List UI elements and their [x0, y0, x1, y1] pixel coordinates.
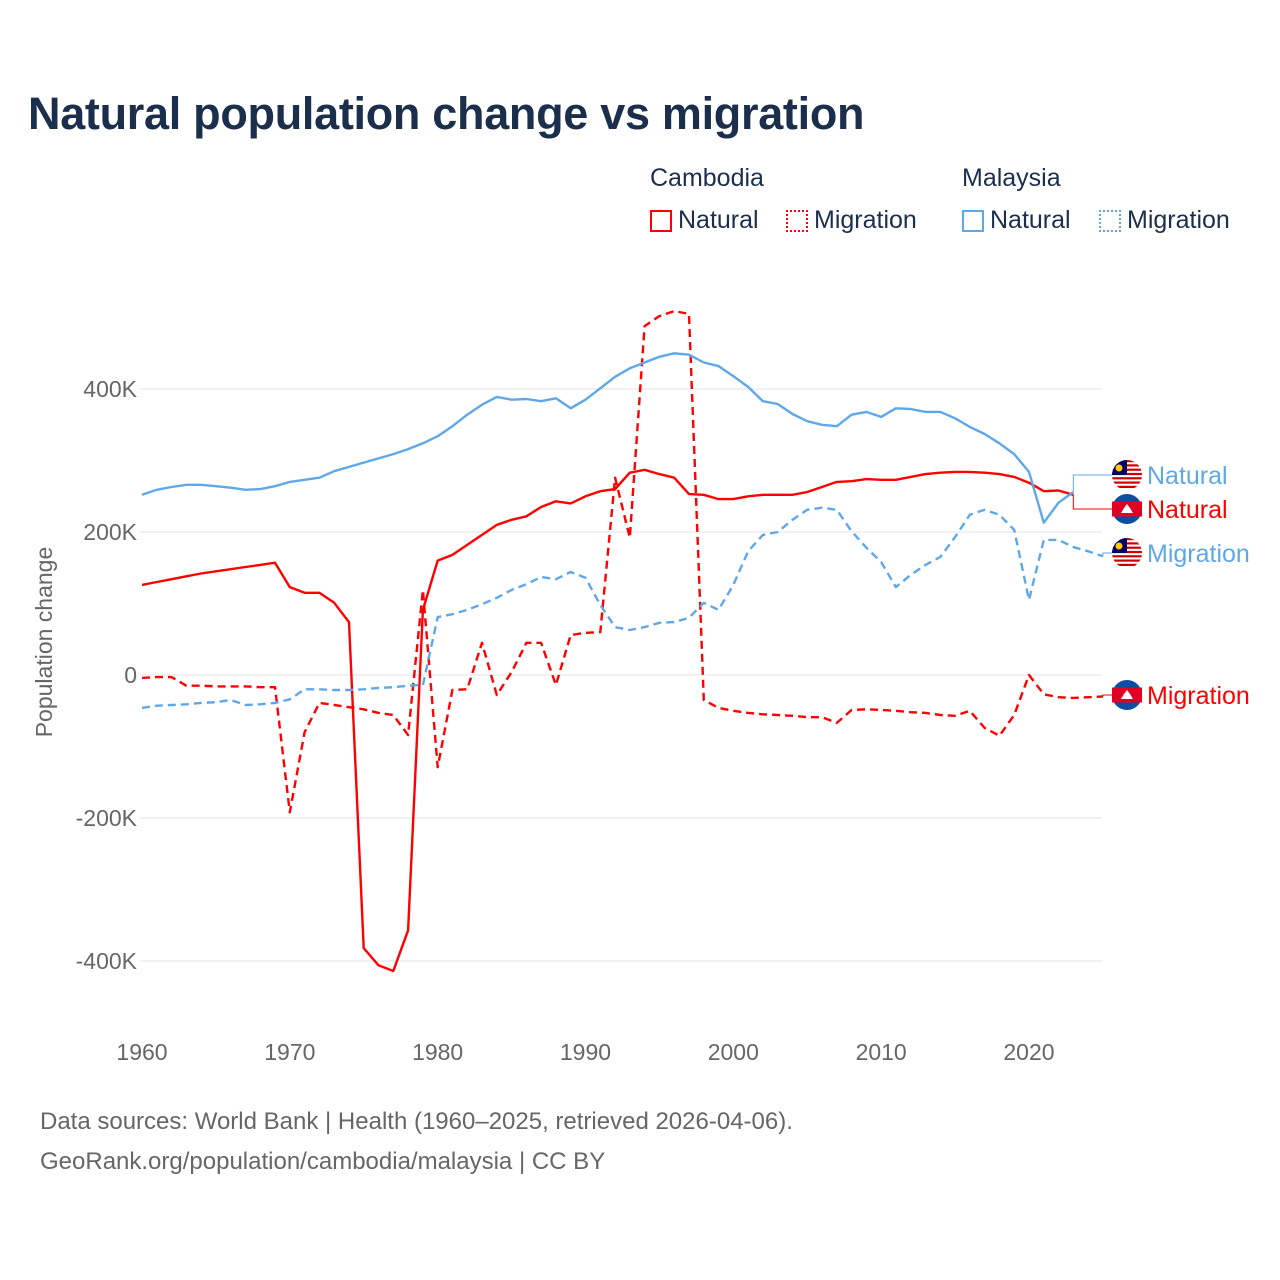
- end-label-connector: [1072, 494, 1112, 510]
- legend-group-malaysia: Malaysia: [962, 164, 1061, 192]
- legend-item-malaysia-migration: Migration: [1099, 206, 1230, 235]
- legend-label: Migration: [814, 206, 917, 234]
- footer-sources: Data sources: World Bank | Health (1960–…: [40, 1108, 793, 1135]
- y-tick-label: -400K: [76, 948, 138, 974]
- cambodia-flag-icon: [1121, 504, 1133, 513]
- end-label-connector: [1102, 552, 1112, 557]
- y-tick-label: 400K: [83, 376, 137, 402]
- legend-item-cambodia-natural: Natural: [650, 206, 759, 235]
- footer-attribution: GeoRank.org/population/cambodia/malaysia…: [40, 1148, 606, 1175]
- y-tick-label: -200K: [76, 805, 138, 831]
- series-line-cambodia-migration: [141, 309, 1103, 814]
- end-label-cambodia-natural: Natural: [1147, 496, 1228, 524]
- x-tick-label: 1960: [116, 1039, 167, 1065]
- malaysia-flag-icon: [1112, 482, 1142, 484]
- x-tick-label: 1990: [560, 1039, 611, 1065]
- end-label-malaysia-natural: Natural: [1147, 462, 1228, 490]
- x-tick-label: 1980: [412, 1039, 463, 1065]
- malaysia-flag-icon: [1112, 555, 1142, 557]
- malaysia-flag-icon: [1112, 564, 1142, 566]
- x-tick-label: 2020: [1003, 1039, 1054, 1065]
- legend-label: Natural: [678, 206, 759, 234]
- series-line-malaysia-natural: [141, 352, 1075, 524]
- chart-title: Natural population change vs migration: [28, 88, 865, 139]
- y-tick-label: 0: [124, 662, 137, 688]
- malaysia-flag-icon: [1112, 477, 1142, 479]
- malaysia-flag-icon: [1112, 560, 1142, 562]
- end-label-cambodia-migration: Migration: [1147, 682, 1250, 710]
- end-label-malaysia-migration: Migration: [1147, 540, 1250, 568]
- dotted-swatch-icon: [786, 209, 808, 232]
- series-line-malaysia-migration: [141, 506, 1104, 710]
- malaysia-flag-icon: [1115, 542, 1123, 550]
- malaysia-flag-icon: [1115, 464, 1123, 472]
- y-tick-label: 200K: [83, 519, 137, 545]
- series-line-cambodia-natural: [141, 468, 1074, 973]
- legend-item-cambodia-migration: Migration: [786, 206, 917, 235]
- x-tick-label: 2010: [856, 1039, 907, 1065]
- legend-label: Natural: [990, 206, 1071, 234]
- legend-group-cambodia: Cambodia: [650, 164, 764, 192]
- malaysia-flag-icon: [1112, 486, 1142, 488]
- solid-swatch-icon: [962, 209, 984, 232]
- end-label-connector: [1072, 474, 1112, 492]
- end-label-connector: [1102, 694, 1112, 697]
- dotted-swatch-icon: [1099, 209, 1121, 232]
- x-tick-label: 2000: [708, 1039, 759, 1065]
- legend-label: Migration: [1127, 206, 1230, 234]
- legend-item-malaysia-natural: Natural: [962, 206, 1071, 235]
- y-axis-label: Population change: [31, 547, 57, 738]
- solid-swatch-icon: [650, 209, 672, 232]
- cambodia-flag-icon: [1121, 690, 1133, 699]
- x-tick-label: 1970: [264, 1039, 315, 1065]
